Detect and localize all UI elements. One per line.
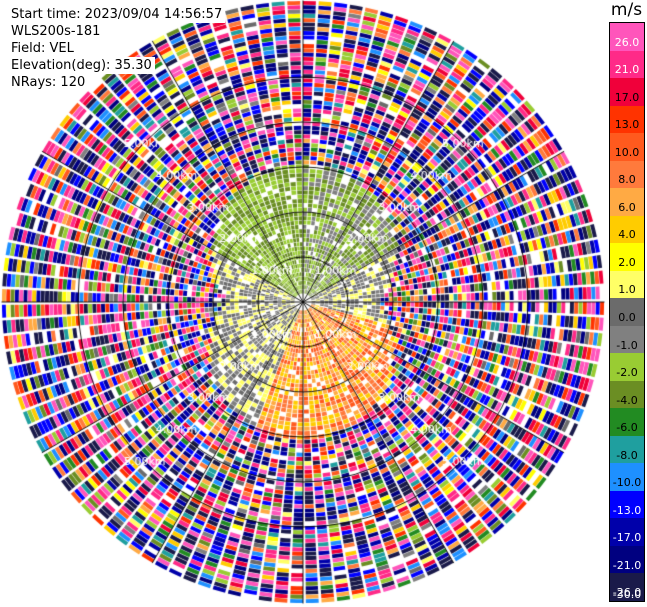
colorbar-tick-label: 2.0 (618, 255, 636, 269)
colorbar-segment (610, 435, 644, 464)
colorbar-tick-label: -6.0 (616, 421, 638, 435)
colorbar-segment (610, 78, 644, 107)
colorbar-tick-label: -17.0 (612, 531, 642, 545)
colorbar-segment (610, 518, 644, 547)
colorbar-tick-label: 26.0 (614, 35, 640, 49)
colorbar-tick-label: -21.0 (612, 558, 642, 572)
nrays-text: NRays: 120 (8, 74, 89, 91)
colorbar-segment (610, 243, 644, 272)
colorbar-segment (610, 353, 644, 382)
colorbar-tick-label: 4.0 (618, 228, 636, 242)
colorbar-tick-label: 8.0 (618, 173, 636, 187)
colorbar-tick-label: -2.0 (616, 366, 638, 380)
ppi-radar-plot (0, 0, 606, 607)
colorbar-tick-label: -1.0 (616, 338, 638, 352)
colorbar-segment (610, 490, 644, 519)
colorbar-segment (610, 50, 644, 79)
colorbar-tick-label: 17.0 (614, 90, 640, 104)
colorbar-tick-label: -13.0 (612, 503, 642, 517)
colorbar-tick-label: 6.0 (618, 200, 636, 214)
colorbar-tick-label: 13.0 (614, 118, 640, 132)
colorbar-segment (610, 463, 644, 492)
colorbar-segment (610, 573, 644, 602)
colorbar-segment (610, 188, 644, 217)
colorbar-segment (610, 408, 644, 437)
colorbar-segment (610, 298, 644, 327)
field-text: Field: VEL (8, 40, 77, 57)
colorbar-unit-label: m/s (610, 0, 643, 20)
colorbar-segment (610, 545, 644, 574)
colorbar-tick-label: -26.0 (612, 586, 642, 600)
colorbar-segment (610, 133, 644, 162)
colorbar: 26.0 21.0 17.0 13.0 10.0 8.0 6.0 4.0 2.0 1.0 0.0 -1… (609, 22, 645, 602)
instrument-name-text: WLS200s-181 (8, 23, 104, 40)
colorbar-tick-label: -30.0 (612, 588, 642, 601)
start-time-text: Start time: 2023/09/04 14:56:57 (8, 6, 226, 23)
colorbar-segment (610, 23, 644, 52)
colorbar-segment (610, 160, 644, 189)
colorbar-tick-label: -4.0 (616, 393, 638, 407)
colorbar-segment (610, 325, 644, 354)
colorbar-tick-label: -10.0 (612, 476, 642, 490)
colorbar-tick-label: 1.0 (618, 283, 636, 297)
colorbar-tick-label: 0.0 (618, 311, 636, 324)
elevation-text: Elevation(deg): 35.30 (8, 57, 155, 74)
colorbar-segment (610, 105, 644, 134)
colorbar-tick-label: -8.0 (616, 448, 638, 462)
colorbar-segment (610, 380, 644, 409)
colorbar-tick-label: 21.0 (614, 63, 640, 77)
colorbar-segment (610, 270, 644, 299)
plot-info-panel: Start time: 2023/09/04 14:56:57 WLS200s-… (8, 6, 226, 91)
colorbar-tick-label: 10.0 (614, 145, 640, 159)
colorbar-segment (610, 215, 644, 244)
